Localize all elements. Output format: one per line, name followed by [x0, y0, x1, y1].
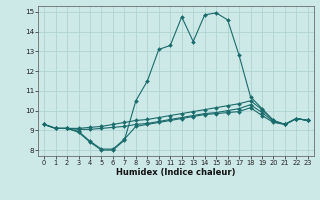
X-axis label: Humidex (Indice chaleur): Humidex (Indice chaleur)	[116, 168, 236, 177]
